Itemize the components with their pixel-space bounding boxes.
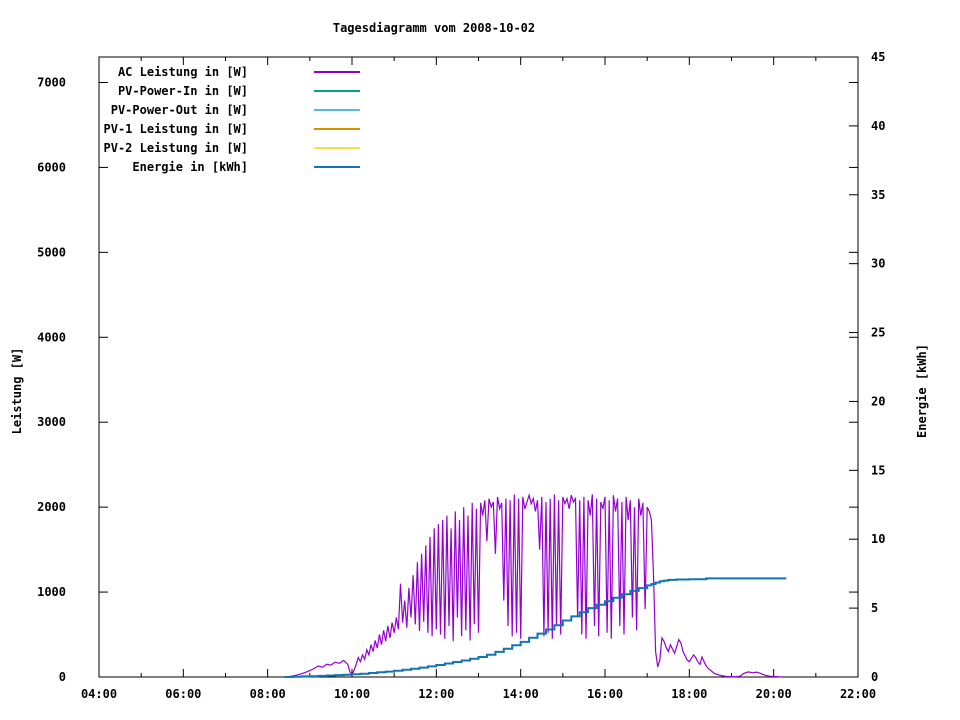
legend-item-pv-power-out: PV-Power-Out in [W] bbox=[88, 100, 360, 119]
y-right-tick-label: 40 bbox=[871, 119, 885, 133]
x-tick-label: 14:00 bbox=[503, 687, 539, 701]
x-tick-label: 08:00 bbox=[250, 687, 286, 701]
legend-label: PV-2 Leistung in [W] bbox=[103, 140, 249, 155]
x-tick-label: 20:00 bbox=[756, 687, 792, 701]
series-line-ac-leistung-in-w- bbox=[284, 492, 783, 678]
chart-title: Tagesdiagramm vom 2008-10-02 bbox=[332, 21, 536, 35]
y-right-tick-label: 45 bbox=[871, 50, 885, 64]
y-right-tick-label: 5 bbox=[871, 601, 878, 615]
legend-line-sample bbox=[314, 70, 360, 73]
legend-item-ac-leistung: AC Leistung in [W] bbox=[88, 62, 360, 81]
y-left-tick-label: 6000 bbox=[37, 160, 66, 174]
legend-label: AC Leistung in [W] bbox=[117, 64, 248, 79]
y-right-tick-label: 25 bbox=[871, 326, 885, 340]
y-right-tick-label: 15 bbox=[871, 463, 885, 477]
y-right-tick-label: 10 bbox=[871, 532, 885, 546]
x-tick-label: 12:00 bbox=[418, 687, 454, 701]
legend-line-sample bbox=[314, 127, 360, 130]
legend-line-sample bbox=[314, 146, 360, 149]
x-tick-label: 04:00 bbox=[81, 687, 117, 701]
legend-line-sample bbox=[314, 108, 360, 111]
x-tick-label: 10:00 bbox=[334, 687, 370, 701]
legend-label: Energie in [kWh] bbox=[132, 159, 248, 174]
legend-label: PV-Power-In in [W] bbox=[117, 83, 248, 98]
x-tick-label: 16:00 bbox=[587, 687, 623, 701]
y-left-tick-label: 7000 bbox=[37, 75, 66, 89]
y-right-tick-label: 35 bbox=[871, 188, 885, 202]
y-right-tick-label: 30 bbox=[871, 257, 885, 271]
y-right-tick-label: 0 bbox=[871, 670, 878, 684]
legend-label: PV-Power-Out in [W] bbox=[110, 102, 248, 117]
legend-item-pv1-leistung: PV-1 Leistung in [W] bbox=[88, 119, 360, 138]
y-left-tick-label: 3000 bbox=[37, 415, 66, 429]
x-tick-label: 22:00 bbox=[840, 687, 876, 701]
chart-legend: AC Leistung in [W] PV-Power-In in [W] PV… bbox=[88, 62, 360, 176]
y-left-tick-label: 5000 bbox=[37, 245, 66, 259]
legend-line-sample bbox=[314, 165, 360, 168]
legend-item-energie: Energie in [kWh] bbox=[88, 157, 360, 176]
legend-line-sample bbox=[314, 89, 360, 92]
x-tick-label: 18:00 bbox=[671, 687, 707, 701]
legend-item-pv2-leistung: PV-2 Leistung in [W] bbox=[88, 138, 360, 157]
plot-border bbox=[98, 56, 859, 678]
y-left-tick-label: 2000 bbox=[37, 500, 66, 514]
legend-label: PV-1 Leistung in [W] bbox=[103, 121, 249, 136]
series-line-energie-in-kwh- bbox=[284, 577, 787, 678]
y-right-tick-label: 20 bbox=[871, 394, 885, 408]
x-tick-label: 06:00 bbox=[165, 687, 201, 701]
legend-item-pv-power-in: PV-Power-In in [W] bbox=[88, 81, 360, 100]
y-left-tick-label: 4000 bbox=[37, 330, 66, 344]
y-left-tick-label: 0 bbox=[59, 670, 66, 684]
y-left-tick-label: 1000 bbox=[37, 585, 66, 599]
